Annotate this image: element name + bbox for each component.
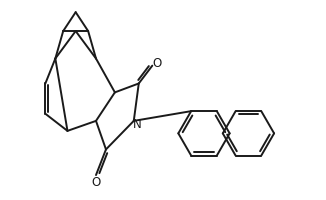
Text: O: O [153, 57, 162, 70]
Text: O: O [91, 175, 101, 188]
Text: N: N [133, 118, 142, 131]
